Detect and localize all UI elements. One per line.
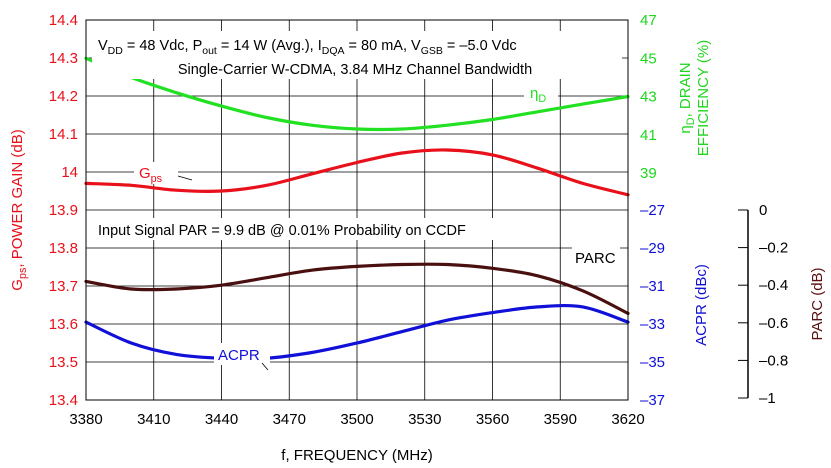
eff-tick-label: 47 bbox=[640, 12, 657, 29]
x-tick-label: 3440 bbox=[205, 411, 238, 428]
series-layer bbox=[84, 56, 630, 361]
gps-label-bg bbox=[134, 162, 178, 184]
parc-label-bg bbox=[572, 246, 620, 268]
x-tick-label: 3560 bbox=[476, 411, 509, 428]
conditions-bg bbox=[92, 31, 622, 79]
series-label-parc: PARC bbox=[575, 250, 616, 267]
eff-axis-title-line1: ηD, DRAIN bbox=[677, 62, 697, 133]
left-tick-label: 13.7 bbox=[49, 278, 78, 295]
left-tick-label: 14 bbox=[61, 164, 78, 181]
x-tick-label: 3410 bbox=[137, 411, 170, 428]
parc-axis-title: PARC (dB) bbox=[809, 267, 826, 340]
left-axis-title: Gps, POWER GAIN (dB) bbox=[9, 129, 29, 290]
eff-label-bg bbox=[524, 82, 558, 106]
x-tick-label: 3380 bbox=[69, 411, 102, 428]
acpr-tick-label: –33 bbox=[640, 316, 665, 333]
par-note: Input Signal PAR = 9.9 dB @ 0.01% Probab… bbox=[98, 223, 466, 239]
left-tick-label: 13.8 bbox=[49, 240, 78, 257]
series-label-gps: Gps bbox=[139, 165, 163, 185]
acpr-leader bbox=[261, 362, 269, 371]
label-layer: Gps ηD PARC ACPR VDD = 48 Vdc, Pout = 14 W (… bbox=[92, 31, 622, 371]
parc-tick-label: 0 bbox=[759, 202, 767, 219]
x-axis-title: f, FREQUENCY (MHz) bbox=[281, 447, 432, 464]
acpr-tick-label: –29 bbox=[640, 240, 665, 257]
acpr-tick-label: –27 bbox=[640, 202, 665, 219]
eff-axis-title: ηD, DRAIN EFFICIENCY (%) bbox=[677, 40, 712, 156]
left-tick-label: 14.2 bbox=[49, 88, 78, 105]
parc-tick-label: –0.4 bbox=[759, 277, 788, 294]
left-tick-label: 14.1 bbox=[49, 126, 78, 143]
eff-axis-title-line2: EFFICIENCY (%) bbox=[695, 40, 712, 156]
left-tick-label: 13.5 bbox=[49, 354, 78, 371]
left-tick-label: 13.9 bbox=[49, 202, 78, 219]
series-line-acpr bbox=[84, 303, 630, 361]
x-tick-label: 3500 bbox=[340, 411, 373, 428]
parc-tick-label: –0.8 bbox=[759, 352, 788, 369]
eff-tick-label: 43 bbox=[640, 89, 657, 106]
acpr-tick-label: –35 bbox=[640, 354, 665, 371]
series-label-eff: ηD bbox=[530, 85, 546, 105]
left-tick-label: 13.4 bbox=[49, 392, 78, 409]
acpr-tick-label: –37 bbox=[640, 392, 665, 409]
x-tick-label: 3620 bbox=[611, 411, 644, 428]
acpr-tick-label: –31 bbox=[640, 278, 665, 295]
series-line-parc bbox=[84, 262, 630, 315]
series-line-d bbox=[84, 56, 630, 132]
x-tick-label: 3470 bbox=[273, 411, 306, 428]
par-note-bg bbox=[92, 218, 542, 240]
left-tick-label: 14.3 bbox=[49, 50, 78, 67]
plot-frame bbox=[85, 19, 629, 401]
parc-tick-label: –1 bbox=[759, 390, 776, 407]
x-tick-label: 3590 bbox=[544, 411, 577, 428]
conditions-line1: VDD = 48 Vdc, Pout = 14 W (Avg.), IDQA =… bbox=[98, 38, 517, 57]
eff-tick-label: 41 bbox=[640, 127, 657, 144]
series-line-gps bbox=[84, 148, 630, 197]
acpr-axis-title: ACPR (dBc) bbox=[693, 264, 710, 346]
series-label-acpr: ACPR bbox=[218, 347, 260, 364]
acpr-label-bg bbox=[214, 343, 270, 365]
eff-tick-label: 45 bbox=[640, 50, 657, 67]
conditions-line2: Single-Carrier W-CDMA, 3.84 MHz Channel … bbox=[178, 62, 532, 78]
parc-tick-label: –0.2 bbox=[759, 240, 788, 257]
x-tick-label: 3530 bbox=[408, 411, 441, 428]
eff-tick-label: 39 bbox=[640, 165, 657, 182]
left-tick-label: 14.4 bbox=[49, 12, 78, 29]
axes-layer: 3380 3410 3440 3470 3500 3530 3560 3590 3620 f, F… bbox=[9, 12, 826, 464]
gps-leader bbox=[177, 175, 193, 181]
left-tick-label: 13.6 bbox=[49, 316, 78, 333]
parc-tick-label: –0.6 bbox=[759, 315, 788, 332]
